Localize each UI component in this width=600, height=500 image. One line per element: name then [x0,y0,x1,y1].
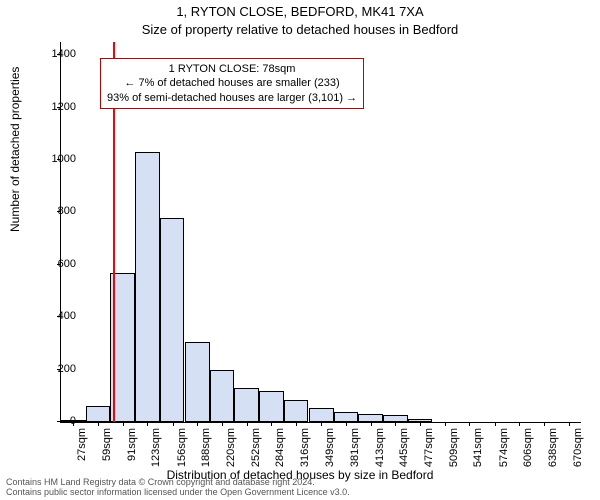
x-tick-label: 574sqm [498,428,510,476]
histogram-bar [284,400,309,422]
x-tick-label: 27sqm [76,428,88,476]
x-tick-label: 670sqm [572,428,584,476]
annotation-line: 1 RYTON CLOSE: 78sqm [107,62,357,76]
x-tick-mark [98,422,99,426]
x-tick-label: 509sqm [448,428,460,476]
y-tick-label: 800 [36,205,76,217]
histogram-bar [334,412,359,422]
histogram-bar [234,388,259,422]
x-tick-mark [197,422,198,426]
x-tick-mark [371,422,372,426]
x-tick-label: 638sqm [547,428,559,476]
x-tick-label: 477sqm [423,428,435,476]
x-tick-label: 91sqm [126,428,138,476]
annotation-line: ← 7% of detached houses are smaller (233… [107,76,357,90]
histogram-bar [210,370,235,422]
x-tick-label: 349sqm [324,428,336,476]
histogram-bar [309,408,334,422]
x-tick-label: 445sqm [398,428,410,476]
x-tick-label: 381sqm [349,428,361,476]
x-tick-mark [569,422,570,426]
histogram-bar [160,218,185,422]
x-tick-label: 59sqm [101,428,113,476]
x-tick-mark [395,422,396,426]
x-tick-mark [222,422,223,426]
y-tick-label: 1400 [36,48,76,60]
x-tick-mark [469,422,470,426]
annotation-line: 93% of semi-detached houses are larger (… [107,91,357,105]
histogram-bar [135,152,160,422]
x-tick-label: 156sqm [176,428,188,476]
histogram-bar [185,342,210,422]
x-tick-mark [495,422,496,426]
x-tick-mark [147,422,148,426]
x-tick-label: 252sqm [250,428,262,476]
y-tick-label: 0 [36,415,76,427]
x-tick-label: 316sqm [299,428,311,476]
x-tick-mark [247,422,248,426]
x-tick-label: 220sqm [225,428,237,476]
x-tick-mark [519,422,520,426]
chart-footer: Contains HM Land Registry data © Crown c… [6,478,596,498]
x-tick-label: 284sqm [274,428,286,476]
x-tick-label: 188sqm [200,428,212,476]
y-tick-label: 1000 [36,153,76,165]
histogram-bar [358,414,383,422]
histogram-bar [259,391,284,422]
x-tick-label: 123sqm [150,428,162,476]
x-tick-label: 541sqm [472,428,484,476]
y-tick-label: 200 [36,363,76,375]
x-tick-mark [271,422,272,426]
footer-line-2: Contains public sector information licen… [6,488,596,498]
x-tick-mark [544,422,545,426]
x-tick-mark [420,422,421,426]
x-tick-mark [321,422,322,426]
chart-title-sub: Size of property relative to detached ho… [0,22,600,37]
y-tick-label: 1200 [36,101,76,113]
y-axis-label: Number of detached properties [8,67,22,232]
x-tick-label: 606sqm [522,428,534,476]
y-tick-label: 600 [36,258,76,270]
histogram-bar [86,406,111,422]
y-tick-label: 400 [36,310,76,322]
x-tick-mark [123,422,124,426]
annotation-box: 1 RYTON CLOSE: 78sqm← 7% of detached hou… [100,58,364,109]
x-tick-mark [296,422,297,426]
x-tick-mark [173,422,174,426]
x-tick-label: 413sqm [374,428,386,476]
chart-title-main: 1, RYTON CLOSE, BEDFORD, MK41 7XA [0,4,600,19]
x-tick-mark [445,422,446,426]
x-tick-mark [346,422,347,426]
